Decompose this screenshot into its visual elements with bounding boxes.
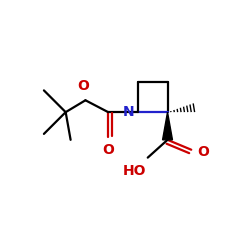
Text: N: N <box>122 105 134 119</box>
Text: O: O <box>197 145 209 159</box>
Text: HO: HO <box>122 164 146 177</box>
Text: O: O <box>102 143 114 157</box>
Text: O: O <box>78 79 90 93</box>
Polygon shape <box>162 112 172 140</box>
